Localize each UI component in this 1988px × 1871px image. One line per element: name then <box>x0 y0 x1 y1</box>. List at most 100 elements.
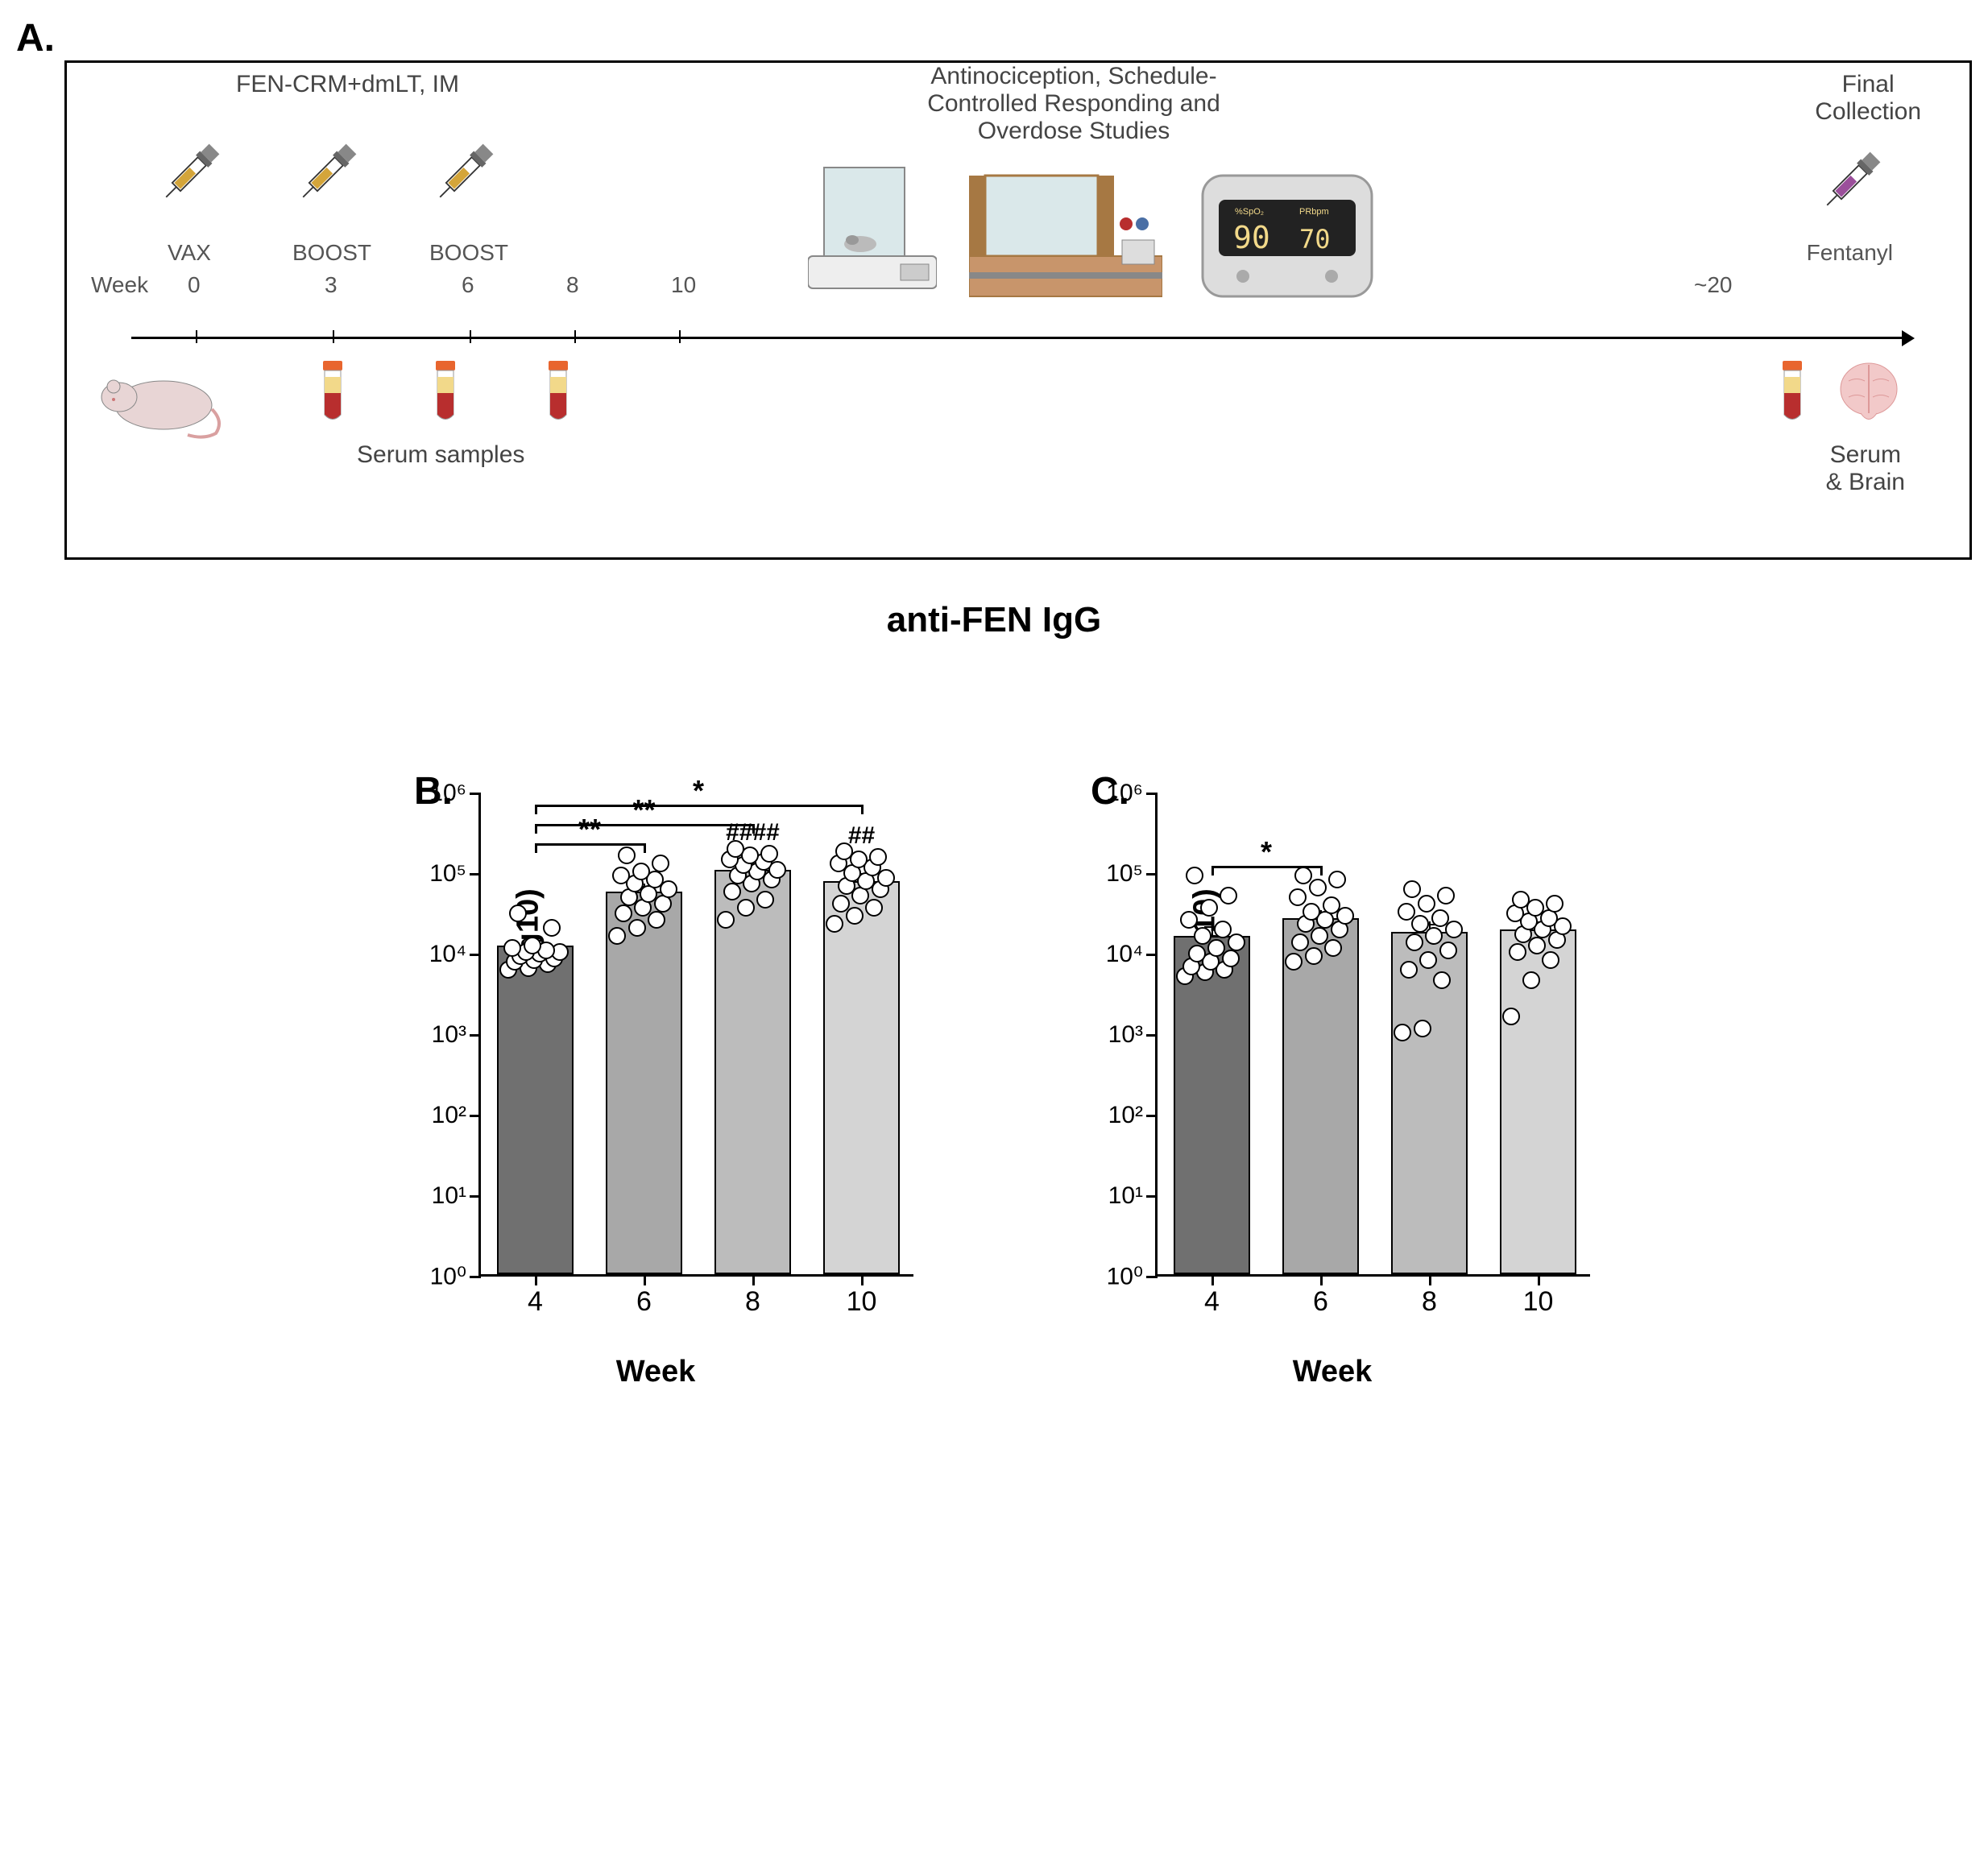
data-point <box>1394 1024 1411 1041</box>
data-point <box>1228 933 1245 951</box>
vax-label: VAX <box>168 240 211 266</box>
data-point <box>826 915 843 933</box>
tube-icon <box>429 361 462 425</box>
data-point <box>1220 887 1237 904</box>
data-point <box>1433 971 1451 989</box>
data-point <box>652 855 669 872</box>
tube-icon <box>317 361 349 425</box>
data-point <box>1418 895 1435 913</box>
chart-b: Serum EU/mL (log10) Week 10⁰10¹10²10³10⁴… <box>366 681 946 1405</box>
data-point <box>1186 867 1203 884</box>
data-point <box>1439 942 1457 959</box>
studies-title: Antinociception, Schedule- Controlled Re… <box>832 63 1315 145</box>
serum-brain-label: Serum & Brain <box>1826 441 1905 496</box>
svg-text:%SpO₂: %SpO₂ <box>1235 207 1264 217</box>
data-point <box>1289 888 1307 906</box>
week-label: Week <box>91 272 148 298</box>
rat-icon <box>83 361 228 441</box>
final-title: Final Collection <box>1815 71 1921 126</box>
data-point <box>1400 961 1418 979</box>
week-number: 6 <box>462 272 474 298</box>
data-point <box>1419 951 1437 969</box>
data-point <box>1522 971 1540 989</box>
ytick-label: 10² <box>432 1102 466 1129</box>
data-point <box>1509 943 1526 961</box>
data-point <box>618 847 636 864</box>
xtick-label: 4 <box>528 1286 543 1318</box>
svg-text:90: 90 <box>1233 220 1270 255</box>
bar <box>1282 918 1359 1274</box>
data-point <box>1512 891 1530 909</box>
week-number: 8 <box>566 272 579 298</box>
data-point <box>1431 909 1449 927</box>
data-point <box>1437 887 1455 904</box>
week-number: 10 <box>671 272 696 298</box>
data-point <box>1323 896 1340 914</box>
data-point <box>608 927 626 945</box>
bar <box>1174 936 1250 1274</box>
data-point <box>832 895 850 913</box>
week-number: ~20 <box>1694 272 1733 298</box>
ytick-label: 10⁴ <box>429 941 466 968</box>
xtick-label: 6 <box>1313 1286 1328 1318</box>
data-point <box>1546 895 1563 913</box>
chart-c: Serum EU/mL (log10) Week 10⁰10¹10²10³10⁴… <box>1042 681 1622 1405</box>
data-point <box>723 883 741 900</box>
data-point <box>737 899 755 917</box>
data-point <box>1309 879 1327 896</box>
tube-icon <box>1776 361 1808 425</box>
data-point <box>612 867 630 884</box>
ytick-label: 10³ <box>432 1021 466 1049</box>
sig-marker: * <box>693 774 704 808</box>
data-point <box>1414 1020 1431 1037</box>
chart-b-xlabel: Week <box>616 1355 696 1389</box>
data-point <box>717 911 735 929</box>
bar <box>823 881 900 1274</box>
charts-title: anti-FEN IgG <box>16 600 1972 640</box>
ytick-label: 10⁵ <box>1106 860 1143 888</box>
syringe-icon <box>414 120 516 222</box>
data-point <box>1403 880 1421 898</box>
data-point <box>846 907 864 925</box>
syringe-purple-icon <box>1801 128 1903 230</box>
hash-marker: ## <box>848 822 875 850</box>
data-point <box>1194 927 1211 945</box>
operant-box-icon <box>969 159 1162 313</box>
data-point <box>503 939 521 957</box>
data-point <box>1528 937 1546 954</box>
data-point <box>524 937 541 954</box>
xtick-label: 6 <box>636 1286 652 1318</box>
bar <box>1391 932 1468 1274</box>
data-point <box>1303 903 1320 921</box>
bar <box>714 870 791 1274</box>
data-point <box>632 863 650 880</box>
week-number: 0 <box>188 272 201 298</box>
data-point <box>1542 951 1559 969</box>
xtick-label: 10 <box>1523 1286 1554 1318</box>
boost1-label: BOOST <box>292 240 371 266</box>
data-point <box>869 848 887 866</box>
data-point <box>648 911 665 929</box>
data-point <box>1207 939 1225 957</box>
data-point <box>760 845 778 863</box>
data-point <box>1311 927 1328 945</box>
syringe-icon <box>140 120 242 222</box>
data-point <box>1502 1008 1520 1025</box>
fentanyl-label: Fentanyl <box>1807 240 1893 266</box>
brain-icon <box>1833 357 1905 429</box>
ytick-label: 10⁶ <box>429 780 466 807</box>
ytick-label: 10⁰ <box>1107 1263 1143 1291</box>
timeline-arrow <box>131 337 1905 339</box>
sig-marker: ** <box>632 793 655 827</box>
svg-text:70: 70 <box>1299 224 1331 255</box>
bar <box>497 946 574 1274</box>
data-point <box>1180 911 1198 929</box>
serum-samples-label: Serum samples <box>357 441 524 469</box>
data-point <box>1406 933 1423 951</box>
data-point <box>865 899 883 917</box>
ytick-label: 10⁵ <box>429 860 466 888</box>
panel-a-label: A. <box>16 16 1972 60</box>
syringe-icon <box>277 120 379 222</box>
hash-marker: #### <box>726 819 780 847</box>
data-point <box>1425 927 1443 945</box>
